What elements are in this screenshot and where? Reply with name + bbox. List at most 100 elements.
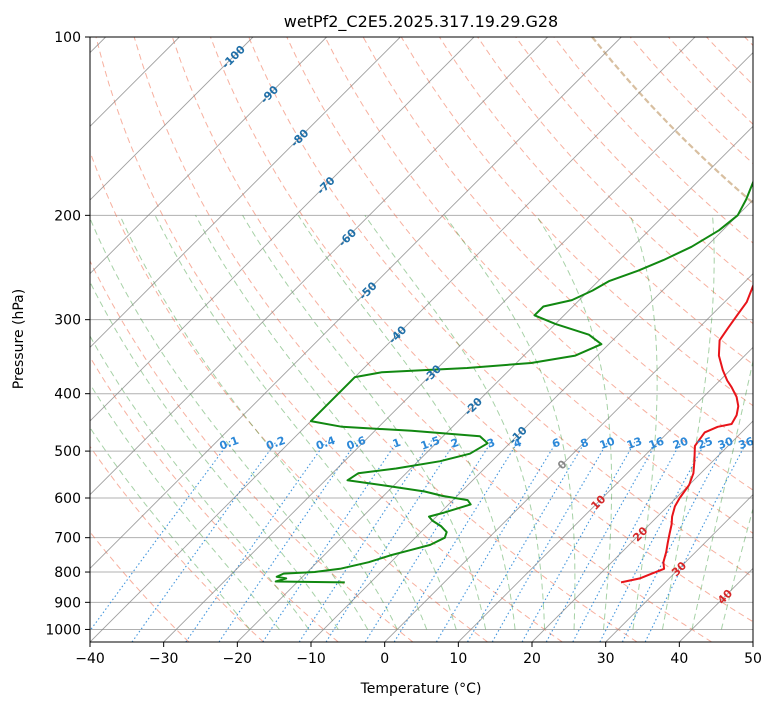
y-tick-label: 300 [54, 313, 81, 329]
mixing-ratio-label: 0.2 [264, 434, 287, 453]
dry-adiabat-line [90, 259, 414, 642]
isotherm-line [531, 420, 753, 642]
mixing-ratio-line [325, 440, 457, 642]
mixing-ratio-label: 4 [512, 436, 524, 451]
y-tick-label: 800 [54, 565, 81, 581]
grid-lines [90, 37, 753, 630]
y-tick-label: 400 [54, 387, 81, 403]
dry-adiabat-line [95, 37, 563, 642]
isotherm-line [90, 37, 696, 642]
mixing-ratio-label: 25 [696, 435, 715, 452]
dry-adiabats [90, 37, 753, 642]
x-tick-label: 30 [597, 651, 615, 667]
y-tick-label: 100 [54, 30, 81, 46]
dewpoint-profile-line [274, 179, 753, 584]
mixing-ratio-label: 2 [449, 436, 461, 451]
x-tick-label: −40 [75, 651, 105, 667]
mixing-ratio-line [131, 440, 278, 642]
isotherm-line [90, 37, 254, 201]
x-tick-label: −10 [296, 651, 326, 667]
dry-adiabat-line [90, 445, 264, 642]
mixing-ratio-label: 0.4 [314, 434, 337, 453]
moist-adiabat-line [242, 215, 487, 630]
y-tick-label: 900 [54, 595, 81, 611]
isotherm-lines [90, 37, 753, 642]
profile-series [274, 179, 753, 584]
mixing-ratio-line [491, 440, 609, 642]
dry-adiabat-line [171, 37, 712, 642]
mixing-ratio-line [262, 440, 399, 642]
isotherm-line [237, 125, 753, 642]
moist-adiabat-line [119, 215, 398, 630]
x-tick-label: 40 [670, 651, 688, 667]
dry-adiabat-line [210, 37, 753, 623]
dry-adiabat-line [90, 356, 339, 642]
dry-adiabat-line [248, 37, 753, 578]
y-tick-label: 700 [54, 531, 81, 547]
moist-adiabat-line [90, 280, 339, 630]
isotherm-line [310, 199, 753, 642]
mixing-ratio-line [185, 440, 328, 642]
plot-frame [89, 36, 754, 643]
mixing-ratio-line [467, 440, 587, 642]
dry-adiabat-line [324, 37, 753, 491]
mixing-ratio-label: 0.6 [345, 434, 368, 453]
isotherm-line [90, 37, 327, 275]
mixing-ratio-label: 3 [485, 436, 497, 451]
x-tick-label: 0 [380, 651, 389, 667]
isotherm-line [605, 494, 753, 642]
mixing-ratio-label: 1 [391, 436, 403, 451]
mixing-ratio-label: 16 [647, 434, 666, 452]
isotherm-line [90, 37, 401, 348]
dry-adiabat-line [515, 37, 753, 284]
mixing-ratio-line [644, 440, 748, 642]
x-tick-label: 10 [449, 651, 467, 667]
mixing-ratio-line [572, 440, 683, 642]
isotherm-line [90, 37, 475, 422]
y-tick-label: 600 [54, 491, 81, 507]
mixing-ratio-label: 30 [716, 434, 735, 452]
x-tick-label: 50 [744, 651, 762, 667]
moist-adiabat-line [90, 335, 310, 630]
x-axis-label: Temperature (°C) [360, 681, 482, 697]
moist-adiabat-line [90, 217, 369, 630]
mixing-ratio-label: 8 [579, 436, 591, 451]
x-tick-label: 20 [523, 651, 541, 667]
moist-adiabat-line [629, 215, 658, 630]
dry-adiabat-line [133, 37, 638, 642]
mixing-ratio-label: 13 [625, 435, 644, 452]
y-tick-label: 1000 [45, 622, 81, 638]
temperature-profile-line [620, 283, 753, 584]
moist-adiabat-line [691, 358, 753, 630]
isotherm-line [458, 346, 753, 642]
axis-ticks: −40 −30 −20 −10 0 10 20 30 40 5010020030040050060… [45, 30, 762, 667]
isotherm-line [90, 37, 622, 569]
y-axis-label: Pressure (hPa) [11, 289, 27, 389]
mixing-ratio-line [435, 440, 558, 642]
moist-adiabat-line [444, 215, 576, 630]
x-tick-label: −20 [223, 651, 253, 667]
mixing-ratio-label: 6 [550, 436, 562, 451]
mixing-ratio-label: 36 [737, 434, 756, 452]
moist-adiabat-line [297, 215, 516, 630]
isotherm-line [90, 37, 548, 496]
moist-adiabat-line [90, 426, 251, 630]
mixing-ratio-line [521, 440, 637, 642]
y-tick-label: 200 [54, 208, 81, 224]
moist-adiabat-line [90, 383, 280, 630]
y-tick-label: 500 [54, 444, 81, 460]
moist-adiabat-line [195, 215, 457, 630]
mixing-ratio-label: 20 [671, 434, 690, 452]
mixing-ratio-label: 10 [598, 434, 617, 452]
mixing-ratio-label: 1.5 [419, 434, 442, 453]
isotherm-line [163, 52, 753, 642]
moist-adiabat-line [154, 215, 428, 630]
isotherm-line [384, 273, 753, 642]
moist-adiabat-line [661, 215, 715, 630]
dry-adiabat-line [286, 37, 753, 534]
mixing-ratio-line [545, 440, 659, 642]
mixing-ratio-line [364, 440, 493, 642]
chart-title: wetPf2_C2E5.2025.317.19.29.G28 [284, 12, 558, 32]
